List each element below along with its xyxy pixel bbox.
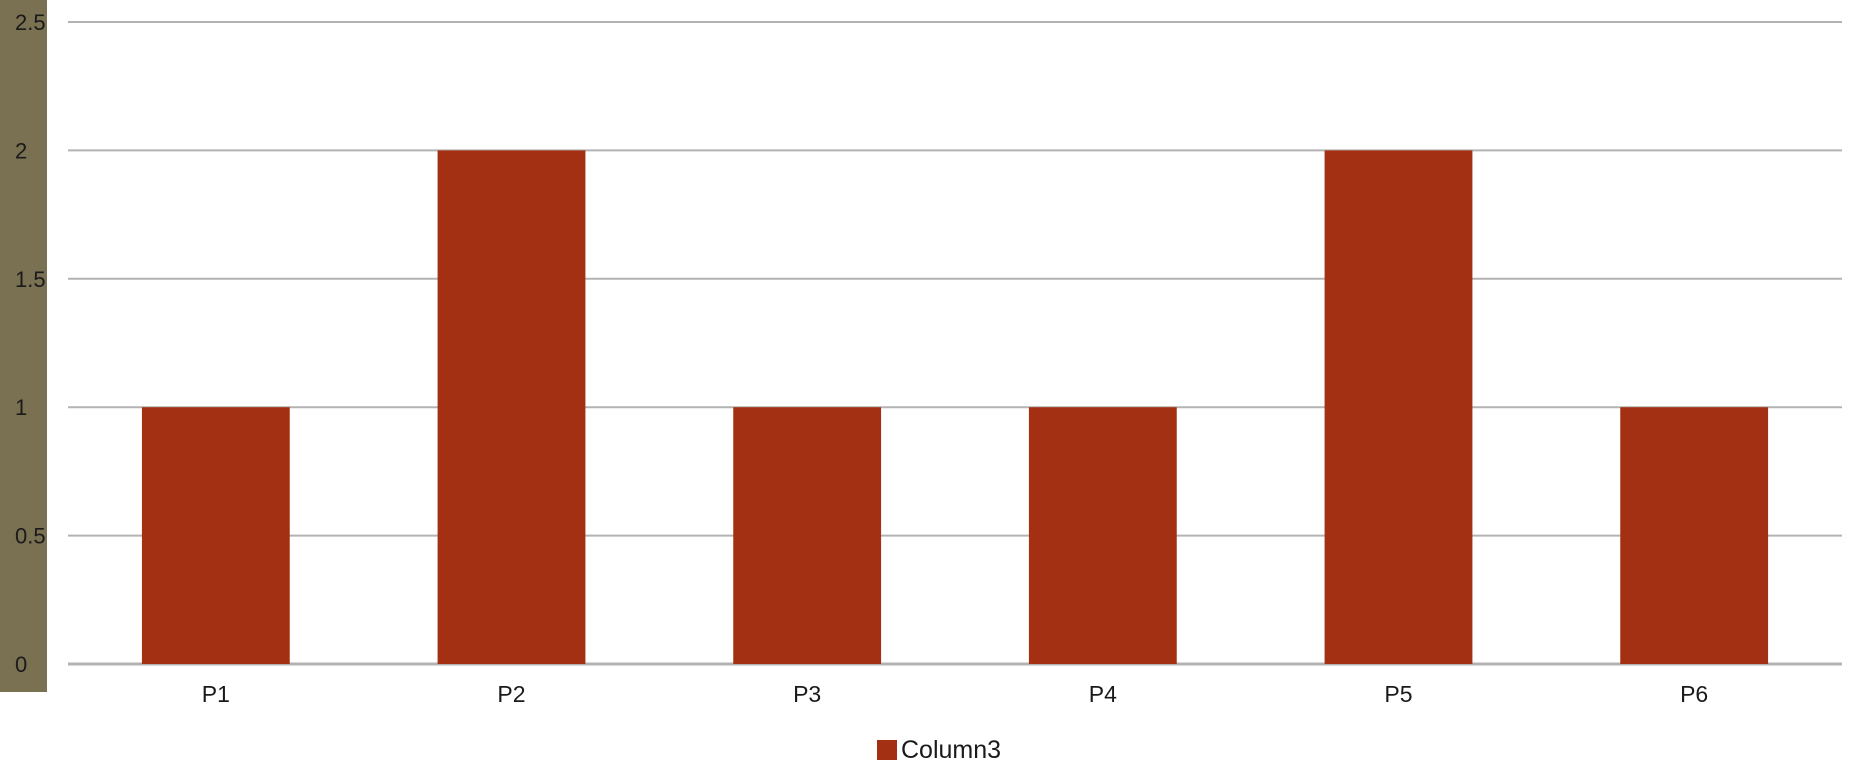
y-tick-label: 2 [15, 138, 27, 163]
x-tick-label: P3 [793, 681, 821, 707]
x-tick-label: P6 [1680, 681, 1708, 707]
gridlines [68, 21, 1842, 666]
bar-p4 [1028, 407, 1177, 664]
y-tick-label: 0 [15, 652, 27, 677]
y-tick-label: 2.5 [15, 10, 46, 35]
bar-p6 [1620, 407, 1769, 664]
x-tick-label: P4 [1089, 681, 1117, 707]
y-tick-label: 1 [15, 395, 27, 420]
x-tick-label: P5 [1384, 681, 1412, 707]
bar-p5 [1324, 150, 1473, 664]
y-tick-label: 1.5 [15, 267, 46, 292]
bars [141, 150, 1769, 664]
bar-p1 [141, 407, 290, 664]
y-axis-tick-labels: 0 0.5 1 1.5 2 2.5 [15, 10, 46, 677]
legend: Column3 [877, 736, 1001, 764]
x-tick-label: P2 [497, 681, 525, 707]
x-axis-tick-labels: P1 P2 P3 P4 P5 P6 [202, 681, 1708, 707]
legend-label: Column3 [901, 736, 1001, 764]
y-tick-label: 0.5 [15, 524, 46, 549]
y-axis-strip [0, 0, 47, 692]
legend-swatch [877, 740, 897, 760]
bar-p2 [437, 150, 586, 664]
bar-p3 [733, 407, 882, 664]
x-tick-label: P1 [202, 681, 230, 707]
